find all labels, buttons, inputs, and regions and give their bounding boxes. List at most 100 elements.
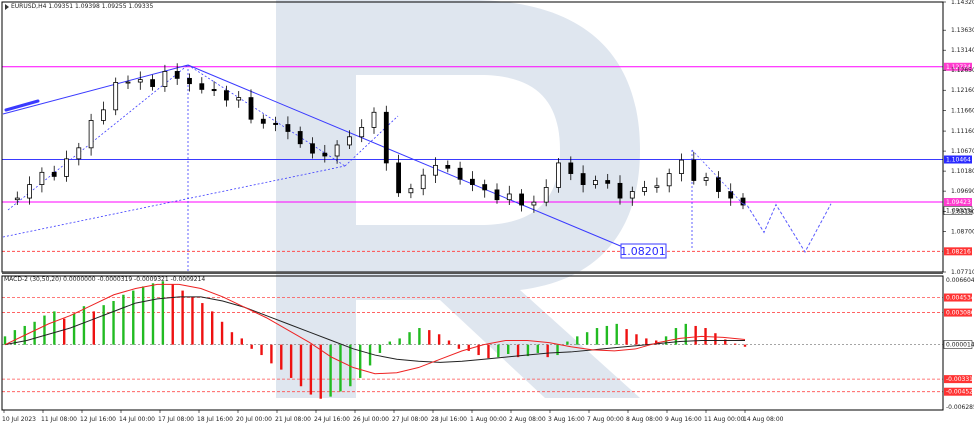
price-tick-label: 1.11160 [951,128,974,135]
time-tick-label: 24 Jul 16:00 [314,416,350,423]
trend-handle [4,99,40,112]
target-annotation-box [620,243,667,259]
price-tick-label: 1.09690 [951,188,974,195]
watermark-logo [276,0,640,398]
watermark-bowl [356,0,640,398]
price-tick-label: 1.12650 [951,67,974,74]
time-tick-label: 10 Jul 2023 [2,416,36,423]
candle-body [248,97,254,120]
price-level-value: 1.09423 [946,199,971,206]
time-tick-label: 3 Aug 16:00 [548,416,585,423]
price-level-tag [944,247,972,256]
price-tick-label: 1.13630 [951,27,974,34]
macd-level-tag [944,375,972,384]
candle-body [568,162,574,174]
candle-body [457,167,463,180]
candle-body [691,159,697,181]
fan-line [344,115,399,167]
macd-level-tag [944,308,972,317]
candle-body [605,180,611,184]
price-tick-label: 1.08700 [951,229,974,236]
candle-body [642,187,647,192]
time-tick-label: 20 Jul 00:00 [236,416,272,423]
symbol-marker-icon [5,4,9,10]
candle-body [666,173,672,187]
macd-panel: 0.004534 0.003086 0.000014 -0.003315 -0.0045… [2,277,974,411]
time-tick-label: 12 Jul 16:00 [80,416,116,423]
macd-signal-line [4,283,746,375]
time-tick-label: 2 Aug 08:00 [509,416,546,423]
candle-body [260,118,266,124]
panel-frames [1,1,944,411]
candle-body [273,122,279,125]
candle-body [420,174,426,190]
candle-body [346,136,352,146]
macd-level-tag [944,293,972,302]
trend-line-down [187,64,631,251]
candle-body [359,127,365,138]
time-tick-label: 18 Jul 16:00 [197,416,233,423]
candle-body [506,193,512,201]
candle-body [27,184,33,199]
target-annotation-label: 1.08201 [620,245,666,258]
time-tick-label: 14 Jul 00:00 [119,416,155,423]
candle-body [113,82,119,111]
time-tick-label: 21 Jul 08:00 [275,416,311,423]
candle-body [150,79,156,87]
macd-level-value: -0.003315 [946,376,974,383]
time-tick-label: 1 Aug 00:00 [470,416,507,423]
candle-body [482,184,488,191]
macd-level-value: 0.004534 [946,295,974,302]
macd-level-value: -0.004525 [946,389,974,396]
candle-body [14,197,20,201]
candle-body [396,162,402,194]
candle-body [310,143,315,154]
price-tick-label: 1.09190 [951,209,974,216]
macd-level-tag [943,340,973,349]
time-tick-label: 14 Aug 08:00 [743,416,784,423]
forecast-path [691,149,744,205]
candle-body [101,109,106,121]
candle-body [39,171,45,185]
fan-line [7,64,189,211]
candle-body [531,201,537,206]
macd-level-tag [944,387,972,396]
candle-body [716,177,721,192]
candle-body [223,90,229,101]
candle-body [334,144,340,157]
candle-body [371,111,377,128]
price-level-tag [943,206,973,215]
candle-body [593,180,598,185]
price-panel: 1.12734 1.10464 1.09423 1.09335 1.08216 1.082… [2,0,974,276]
trend-line-up [2,64,189,115]
time-tick-label: 8 Aug 08:00 [626,416,663,423]
candle-body [174,71,180,79]
candle-body [383,111,389,164]
watermark-stem [276,0,356,398]
price-tick-label: 1.10670 [951,148,974,155]
macd-main-line [4,296,745,363]
candle-body [408,188,414,194]
time-tick-label: 9 Aug 16:00 [665,416,702,423]
price-level-tag [944,198,972,207]
candle-body [137,79,143,83]
candle-body [88,120,94,149]
candle-body [297,131,303,145]
macd-level-value: 0.003086 [946,310,974,317]
fan-line [187,64,346,167]
price-panel-title: EURUSD,H4 1.09351 1.09398 1.09255 1.0933… [11,3,153,10]
candle-body [728,191,734,199]
candle-body [617,182,623,199]
candle-body [543,187,549,203]
time-tick-label: 11 Aug 00:00 [704,416,745,423]
candle-body [703,177,709,181]
candle-body [162,71,168,87]
macd-panel-title: MACD-2 (30,50,20) 0.0000000 -0.0000319 -… [4,276,205,283]
price-level-value: 1.12734 [946,64,971,71]
candle-body [211,89,217,92]
candle-body [433,164,438,176]
candle-body [740,197,746,206]
price-level-value: 1.09335 [946,208,971,215]
candle-body [285,124,291,132]
